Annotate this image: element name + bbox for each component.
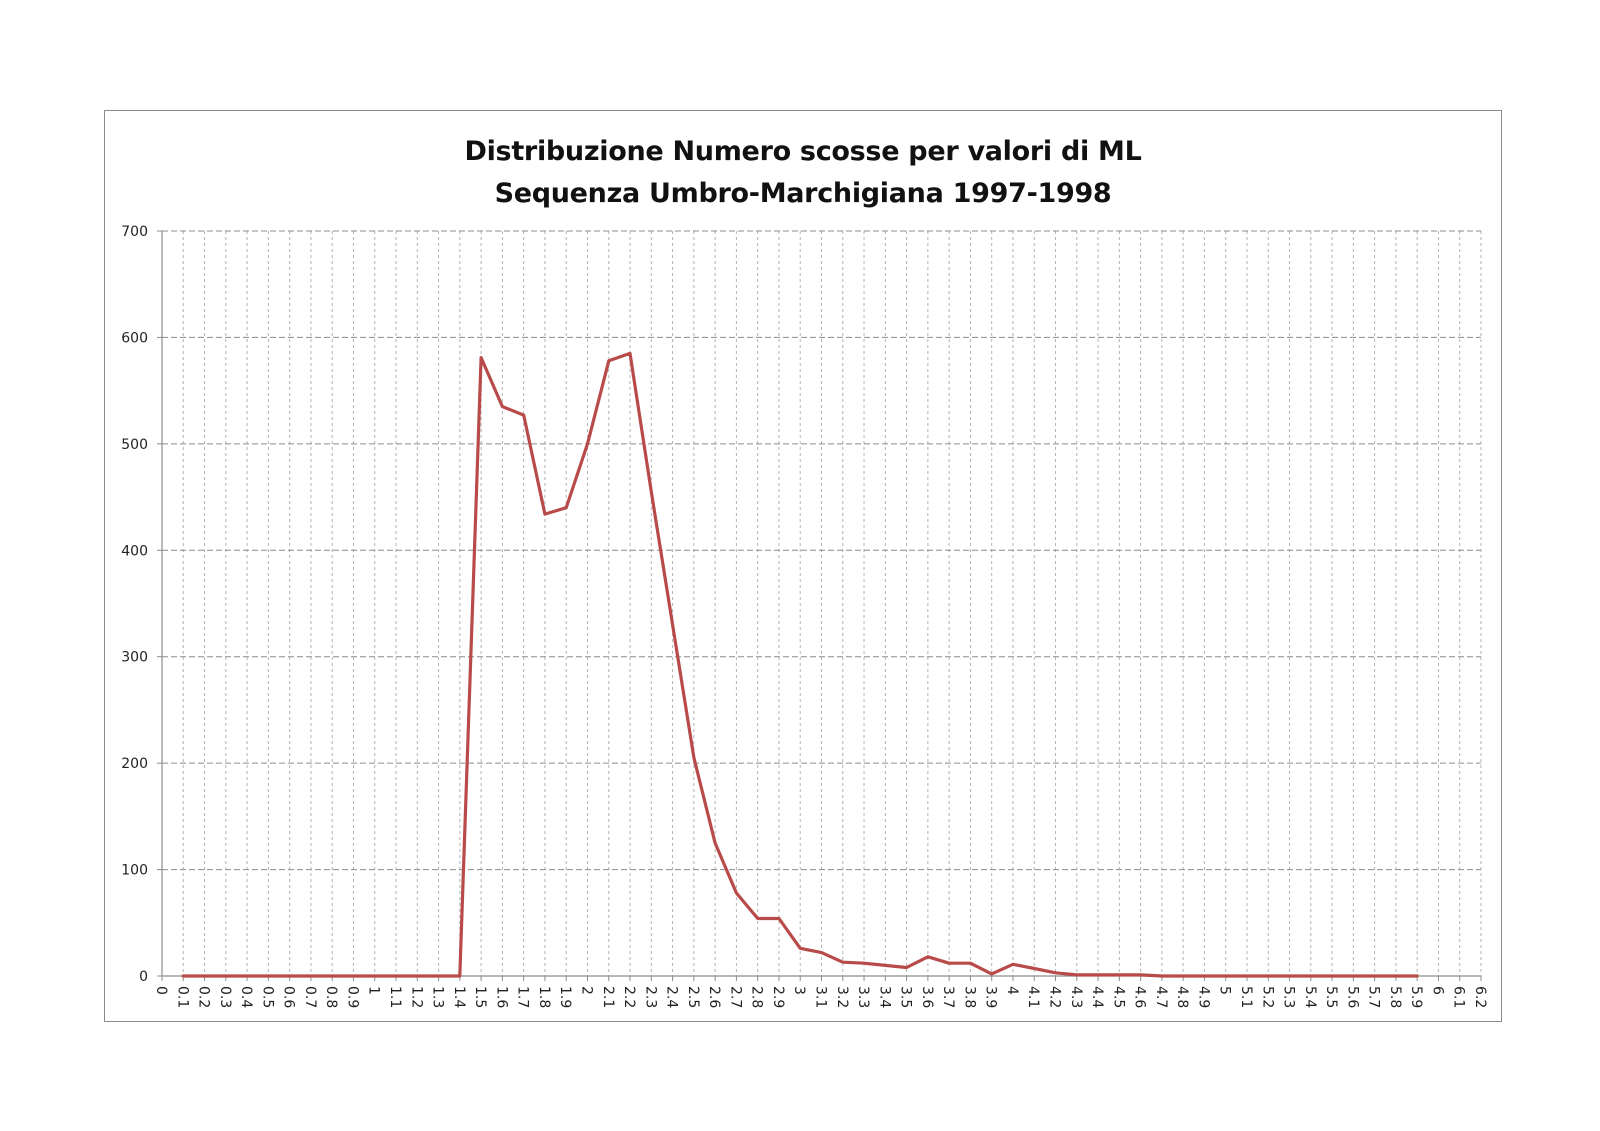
y-tick-label: 200 (121, 756, 148, 772)
chart-title: Distribuzione Numero scosse per valori d… (464, 136, 1142, 167)
y-tick-labels: 0 100 200 300 400 500 600 700 (121, 224, 148, 985)
x-tick-label: 2.4 (664, 986, 680, 1008)
x-tick-label: 6.1 (1451, 986, 1467, 1008)
x-tick-label: 4.8 (1174, 986, 1190, 1008)
x-tick-label: 3.7 (940, 986, 956, 1008)
x-tick-label: 4.2 (1047, 986, 1063, 1008)
x-tick-label: 3.6 (919, 986, 935, 1008)
x-tick-label: 2.2 (621, 986, 637, 1008)
vertical-gridlines (182, 231, 1482, 976)
x-tick-label: 1.2 (408, 986, 424, 1008)
x-tick-label: 3.3 (855, 986, 871, 1008)
x-tick-label: 5.1 (1238, 986, 1254, 1008)
x-tick-label: 2.5 (685, 986, 701, 1008)
x-tick-label: 1.9 (557, 986, 573, 1008)
x-tick-label: 2.8 (749, 986, 765, 1008)
x-tick-label: 0.6 (281, 986, 297, 1008)
x-tick-label: 5.2 (1259, 986, 1275, 1008)
x-tick-label: 4.9 (1195, 986, 1211, 1008)
x-tick-label: 4.4 (1089, 986, 1105, 1008)
x-tick-label: 5.4 (1302, 986, 1318, 1008)
x-tick-label: 5.8 (1387, 986, 1403, 1008)
x-tick-label: 0.2 (196, 986, 212, 1008)
x-tick-label: 1.6 (493, 986, 509, 1008)
chart-title-block: Distribuzione Numero scosse per valori d… (105, 131, 1501, 215)
x-tick-label: 1.8 (536, 986, 552, 1008)
x-tick-label: 6.2 (1472, 986, 1488, 1008)
x-tick-label: 1.5 (472, 986, 488, 1008)
x-tick-label: 0.1 (174, 986, 190, 1008)
x-tick-label: 4.3 (1068, 986, 1084, 1008)
x-tick-label: 3.4 (876, 986, 892, 1008)
x-tick-label: 5.7 (1366, 986, 1382, 1008)
x-tick-label: 5.5 (1323, 986, 1339, 1008)
x-tick-label: 2.1 (600, 986, 616, 1008)
series-group (181, 351, 1419, 978)
x-tick-label: 1.1 (387, 986, 403, 1008)
x-tick-label: 0.9 (344, 986, 360, 1008)
x-tick-label: 0.5 (259, 986, 275, 1008)
y-tick-label: 300 (121, 650, 148, 666)
chart-subtitle: Sequenza Umbro-Marchigiana 1997-1998 (494, 178, 1112, 209)
x-tick-label: 2.3 (642, 986, 658, 1008)
x-tick-labels: 0 0.1 0.2 0.3 0.4 0.5 0.6 0.7 0.8 0.9 1 1.1 1.2 1.3 1.… (153, 986, 1488, 1008)
y-tick-label: 500 (121, 437, 148, 453)
y-tick-label: 0 (139, 969, 148, 985)
y-tick-label: 600 (121, 330, 148, 346)
x-tick-label: 1.7 (515, 986, 531, 1008)
x-tick-label: 0 (153, 986, 169, 995)
x-tick-label: 2 (578, 986, 594, 995)
x-tick-label: 0.3 (217, 986, 233, 1008)
x-tick-label: 0.4 (238, 986, 254, 1008)
x-tick-label: 3.9 (983, 986, 999, 1008)
x-tick-label: 1 (366, 986, 382, 995)
x-tick-label: 0.7 (302, 986, 318, 1008)
x-tick-label: 3.1 (813, 986, 829, 1008)
y-tick-label: 400 (121, 543, 148, 559)
x-tick-label: 1.4 (451, 986, 467, 1008)
x-tick-label: 5 (1217, 986, 1233, 995)
x-tick-label: 3 (791, 986, 807, 995)
x-tick-label: 3.5 (898, 986, 914, 1008)
x-tick-label: 2.7 (727, 986, 743, 1008)
x-tick-label: 2.9 (770, 986, 786, 1008)
x-tick-label: 4.6 (1132, 986, 1148, 1008)
axes (157, 230, 1482, 981)
horizontal-gridlines (162, 230, 1481, 871)
y-tick-label: 700 (121, 224, 148, 240)
x-tick-label: 4.1 (1025, 986, 1041, 1008)
x-tick-label: 3.8 (961, 986, 977, 1008)
x-tick-label: 4.7 (1153, 986, 1169, 1008)
x-tick-label: 6 (1429, 986, 1445, 995)
x-tick-label: 0.8 (323, 986, 339, 1008)
x-tick-label: 5.9 (1408, 986, 1424, 1008)
x-tick-label: 4.5 (1110, 986, 1126, 1008)
x-tick-label: 5.3 (1281, 986, 1297, 1008)
y-tick-label: 100 (121, 863, 148, 879)
x-tick-label: 1.3 (430, 986, 446, 1008)
x-tick-label: 3.2 (834, 986, 850, 1008)
x-tick-label: 5.6 (1344, 986, 1360, 1008)
x-tick-label: 4 (1004, 986, 1020, 995)
x-tick-label: 2.6 (706, 986, 722, 1008)
